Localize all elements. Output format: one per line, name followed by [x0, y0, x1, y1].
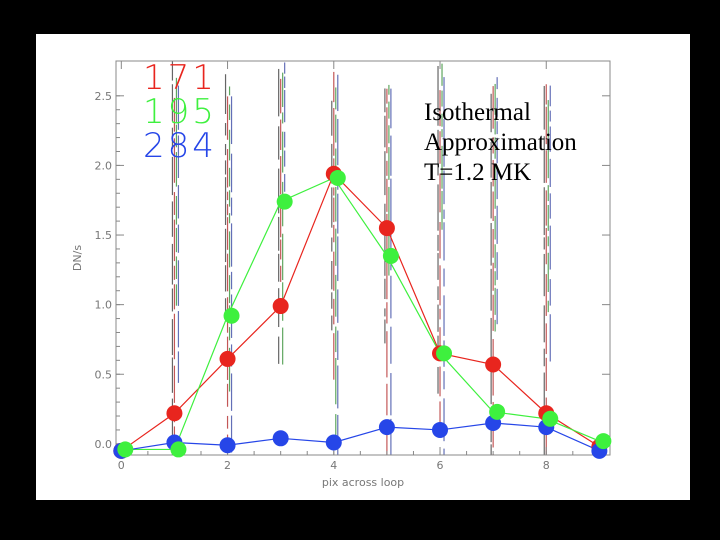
data-point-195: [223, 307, 240, 324]
x-tick-label: 6: [437, 459, 444, 472]
y-tick-label: 1.5: [95, 229, 113, 242]
legend-entry-171: 171: [143, 58, 217, 98]
data-point-171: [166, 405, 183, 422]
annotation-line-2: Approximation: [424, 129, 577, 156]
series-points: [113, 165, 612, 459]
y-tick-label: 2.5: [95, 90, 113, 103]
plot-frame: [115, 60, 611, 456]
data-point-195: [436, 345, 453, 362]
x-tick-label: 0: [118, 459, 125, 472]
data-point-284: [219, 437, 236, 454]
data-point-171: [219, 350, 236, 367]
axes: 0 2 4 6 8 0.0 0.5 1.0 1.5 2.0 2.5 pix across loop DN…: [71, 60, 611, 489]
data-point-195: [170, 441, 187, 458]
x-tick-label: 8: [543, 459, 550, 472]
y-tick-label: 1.0: [95, 299, 113, 312]
annotation-line-1: Isothermal: [424, 99, 531, 126]
series-line-171: [120, 172, 600, 452]
x-tick-label: 4: [330, 459, 337, 472]
plot-panel: 0 2 4 6 8 0.0 0.5 1.0 1.5 2.0 2.5 pix across loop DN…: [36, 34, 690, 500]
y-axis-title: DN/s: [71, 245, 84, 271]
y-tick-label: 0.5: [95, 368, 113, 381]
data-point-195: [276, 193, 293, 210]
data-point-284: [272, 430, 289, 447]
data-streaks: [171, 61, 551, 455]
data-point-284: [378, 419, 395, 436]
legend-entry-195: 195: [143, 92, 217, 132]
data-point-195: [542, 410, 559, 427]
series-line-195: [121, 177, 600, 451]
legend-entry-284: 284: [143, 126, 217, 166]
data-point-284: [325, 434, 342, 451]
y-tick-label: 2.0: [95, 159, 113, 172]
data-point-171: [378, 220, 395, 237]
data-point-195: [489, 403, 506, 420]
data-point-195: [382, 247, 399, 264]
series-line-284: [121, 422, 600, 452]
series-lines: [120, 172, 600, 452]
annotation-line-3: T=1.2 MK: [424, 159, 532, 186]
x-axis-title: pix across loop: [322, 476, 404, 489]
data-point-171: [272, 298, 289, 315]
data-point-284: [432, 421, 449, 438]
annotation-text: Isothermal Approximation T=1.2 MK: [424, 98, 654, 188]
y-tick-label: 0.0: [95, 438, 113, 451]
data-point-195: [117, 441, 134, 458]
line-chart: 0 2 4 6 8 0.0 0.5 1.0 1.5 2.0 2.5 pix across loop DN…: [71, 58, 612, 489]
x-tick-label: 2: [224, 459, 231, 472]
data-point-195: [329, 169, 346, 186]
data-point-195: [595, 433, 612, 450]
data-point-171: [485, 356, 502, 373]
